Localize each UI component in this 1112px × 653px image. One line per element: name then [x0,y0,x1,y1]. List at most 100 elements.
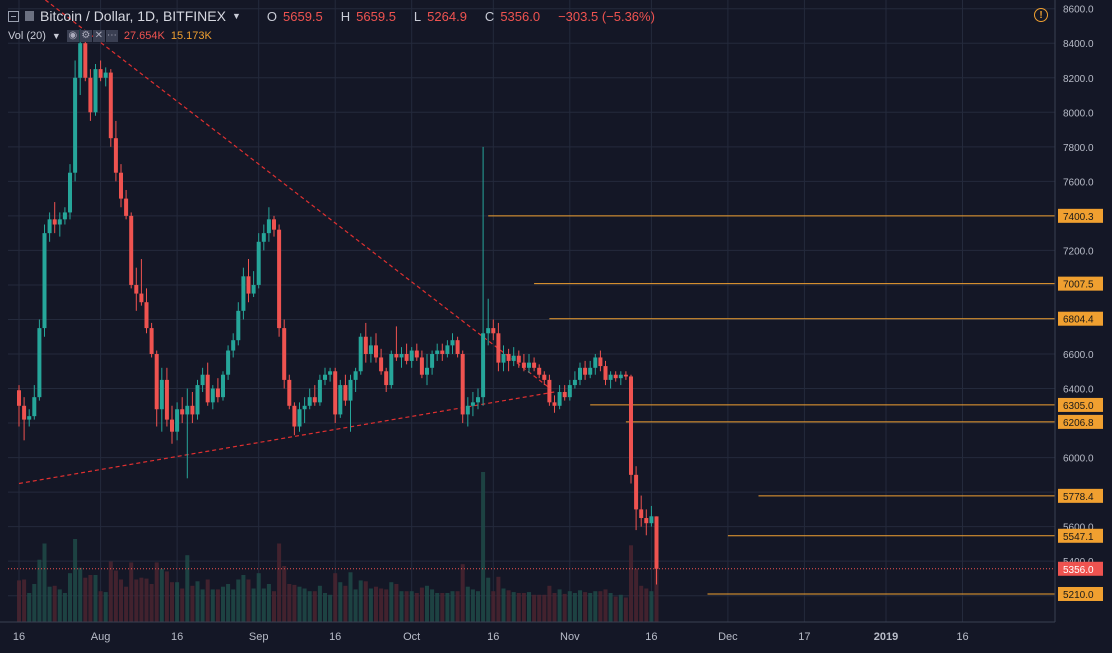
volume-bar [210,589,215,622]
volume-bar [22,579,27,622]
volume-bar [108,561,113,622]
x-tick-label: Sep [249,631,269,643]
candle-body [215,388,220,398]
volume-bar [394,584,399,622]
candle-body [440,350,445,354]
level-label: 7007.5 [1063,280,1094,291]
x-tick-label: 17 [798,631,810,643]
volume-dropdown-icon[interactable]: ▼ [51,31,61,41]
x-tick-label: 16 [956,631,968,643]
candle-body [379,357,384,372]
y-tick-label: 6400.0 [1063,385,1094,396]
candle-body [623,374,628,377]
candle-body [62,212,67,220]
candle-body [119,172,123,199]
volume-bar [62,593,67,622]
volume-bar [465,586,470,622]
volume-bar [88,575,93,622]
volume-bar [83,577,88,622]
eye-icon[interactable]: ◉ [66,30,79,42]
volume-bar [78,567,83,622]
volume-bar [47,586,52,622]
volume-bar [134,579,139,622]
volume-bar [241,575,246,622]
volume-bar [649,591,654,622]
candle-body [414,350,419,358]
candle-body [481,333,486,398]
trendline [44,0,550,389]
candle-body [47,219,52,234]
volume-bar [343,585,348,622]
volume-bar [608,593,613,622]
candle-body [266,219,271,234]
candle-body [190,405,195,415]
level-label: 6804.4 [1063,315,1094,326]
level-label-bg [1058,397,1103,412]
candle-body [588,367,593,375]
open-value: 5659.5 [283,8,323,24]
candle-body [88,77,93,113]
candle-body [277,229,282,329]
volume-bar [312,591,317,622]
volume-bar [374,586,378,622]
volume-bar [113,570,118,622]
candle-body [154,354,159,410]
volume-bar [440,593,445,622]
candle-body [297,409,302,427]
y-tick-label: 8000.0 [1063,108,1094,119]
volume-bar [552,593,557,622]
candle-body [37,328,42,398]
volume-bar [246,579,251,622]
volume-bar [593,591,598,622]
volume-bar [266,584,271,622]
level-label-bg [1058,586,1103,601]
candle-body [430,354,435,368]
volume-label[interactable]: Vol (20) [8,30,46,42]
volume-bar [384,589,389,622]
volume-bar [419,587,424,622]
settings-icon[interactable]: ⚙ [79,30,92,42]
volume-bar [221,586,225,622]
symbol-dropdown-icon[interactable]: ▼ [231,11,241,21]
level-label-bg [1058,208,1103,223]
volume-bar [486,577,491,622]
candle-body [608,374,613,380]
candle-body [32,397,37,417]
candle-body [134,284,139,294]
candle-body [103,72,108,78]
collapse-icon[interactable] [8,10,19,22]
volume-bar [32,584,37,622]
symbol-title[interactable]: Bitcoin / Dollar, 1D, BITFINEX [40,8,226,24]
candle-body [572,379,577,386]
close-value: 5356.0 [500,8,541,24]
candle-body [521,362,526,368]
candle-body [567,385,572,398]
candle-body [358,336,363,372]
candle-body [195,385,200,415]
volume-bar [205,579,210,622]
alert-icon[interactable]: ! [1034,8,1048,22]
candle-body [409,350,414,361]
candle-body [399,354,404,358]
remove-icon[interactable]: ✕ [92,30,105,42]
volume-bar [537,594,542,622]
candle-body [384,371,389,386]
candle-body [363,336,368,354]
chart-header: Bitcoin / Dollar, 1D, BITFINEX ▼ O 5659.5… [0,0,1050,60]
candle-body [532,362,537,368]
level-label-bg [1058,414,1103,429]
candle-body [593,357,598,368]
candle-body [113,138,118,173]
volume-bar [618,594,623,622]
candle-body [226,350,231,375]
volume-bar [430,589,435,622]
volume-bar [139,577,144,622]
candle-body [57,219,62,225]
candle-body [562,391,567,398]
candle-body [27,416,32,420]
more-icon[interactable]: ⋯ [105,30,118,42]
volume-bar [170,582,174,622]
volume-bar [348,572,353,622]
candle-body [307,397,312,406]
